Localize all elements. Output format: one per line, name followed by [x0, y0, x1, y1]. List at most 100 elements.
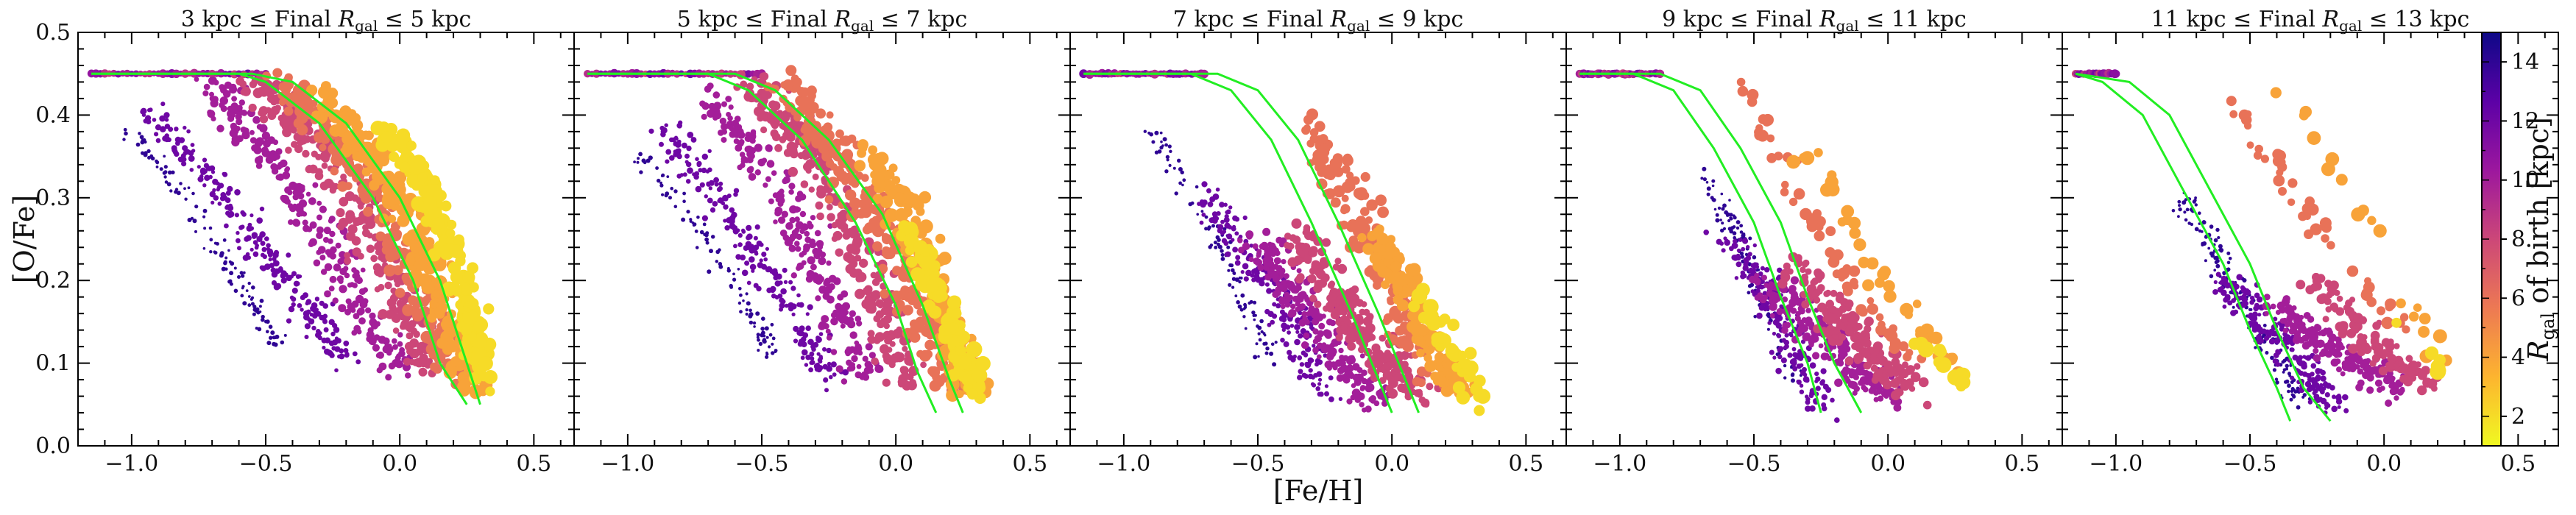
data-point	[280, 277, 287, 284]
data-point	[1246, 232, 1253, 240]
data-point	[1361, 369, 1367, 377]
data-point	[152, 118, 157, 122]
data-point	[713, 177, 719, 183]
data-point	[788, 280, 793, 285]
axes-frame	[573, 32, 1071, 447]
data-point	[1821, 394, 1827, 400]
data-point	[753, 235, 758, 241]
data-point	[174, 188, 179, 191]
data-point	[677, 139, 682, 144]
data-point	[1267, 260, 1275, 268]
data-point	[1719, 219, 1722, 221]
data-point	[633, 160, 636, 164]
data-point	[236, 230, 240, 235]
data-point	[1742, 235, 1745, 238]
data-point	[249, 80, 258, 89]
data-point	[1297, 355, 1303, 360]
data-point	[782, 176, 790, 184]
data-point	[166, 182, 171, 187]
data-point	[364, 157, 373, 167]
data-point	[452, 286, 463, 296]
data-point	[689, 219, 693, 223]
data-point	[1342, 153, 1353, 163]
data-point	[259, 206, 265, 212]
data-point	[1829, 313, 1837, 322]
data-point	[1215, 187, 1220, 192]
data-point	[757, 338, 760, 342]
data-point	[801, 98, 813, 110]
data-point	[946, 296, 960, 310]
data-point	[1846, 367, 1852, 374]
data-point	[394, 360, 404, 369]
data-point	[430, 175, 440, 185]
data-point	[639, 170, 643, 174]
data-point	[846, 346, 852, 352]
data-point	[1783, 262, 1791, 270]
data-point	[1788, 298, 1797, 307]
data-point	[1314, 280, 1323, 289]
data-point	[1755, 262, 1759, 267]
data-point	[713, 111, 722, 120]
data-point	[1347, 219, 1359, 231]
data-point	[1252, 243, 1259, 249]
data-point	[749, 152, 755, 160]
data-point	[704, 194, 708, 199]
data-point	[236, 238, 241, 244]
data-point	[897, 289, 909, 301]
data-point	[765, 351, 768, 355]
data-point	[303, 313, 310, 321]
data-point	[1731, 242, 1738, 249]
data-point	[810, 356, 815, 361]
data-point	[749, 312, 754, 317]
data-point	[877, 320, 885, 329]
data-point	[774, 210, 782, 217]
data-point	[1275, 281, 1281, 287]
data-point	[1228, 283, 1232, 287]
data-point	[210, 200, 215, 205]
data-point	[768, 345, 771, 349]
data-point	[784, 303, 789, 308]
data-point	[1204, 227, 1209, 231]
data-point	[1762, 294, 1768, 300]
data-point	[655, 166, 659, 170]
data-point	[1260, 330, 1264, 334]
panel-title: 3 kpc ≤ Final Rgal ≤ 5 kpc	[181, 7, 472, 35]
data-point	[164, 124, 170, 129]
data-point	[1711, 198, 1716, 202]
data-point	[737, 242, 743, 247]
data-point	[197, 165, 201, 169]
data-point	[1772, 319, 1780, 326]
data-point	[353, 269, 360, 276]
data-point	[260, 241, 266, 246]
data-point	[867, 330, 875, 338]
data-point	[304, 335, 309, 339]
data-point	[791, 304, 796, 308]
data-point	[763, 257, 768, 262]
data-point	[322, 303, 329, 309]
data-point	[1736, 248, 1741, 253]
data-point	[234, 213, 239, 218]
data-point	[894, 192, 905, 204]
data-point	[707, 149, 712, 153]
data-point	[1359, 402, 1365, 408]
data-point	[1462, 360, 1479, 376]
data-point	[1243, 305, 1248, 309]
data-point	[765, 176, 771, 182]
data-point	[261, 246, 267, 252]
data-point	[188, 155, 195, 162]
data-point	[829, 374, 833, 380]
data-point	[972, 367, 988, 383]
data-point	[1341, 165, 1351, 174]
data-point	[788, 182, 796, 190]
data-point	[339, 196, 349, 207]
data-point	[251, 232, 258, 239]
data-point	[805, 167, 812, 174]
data-point	[1180, 170, 1184, 174]
data-point	[247, 255, 251, 260]
data-point	[183, 125, 187, 130]
data-point	[225, 210, 230, 216]
data-point	[333, 263, 342, 271]
data-point	[745, 313, 749, 316]
data-point	[237, 275, 241, 279]
data-point	[745, 292, 749, 296]
